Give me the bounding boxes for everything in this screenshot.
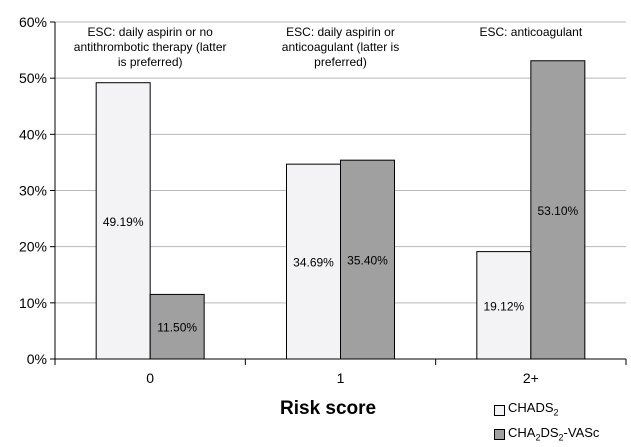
annotation-text: preferred): [314, 55, 367, 69]
data-label: 53.10%: [537, 204, 578, 218]
bar-cha2ds2vasc: [149, 293, 205, 360]
legend-swatch-cha2ds2vasc: [494, 429, 505, 441]
bar-cha2ds2vasc: [340, 159, 395, 360]
annotation-text: ESC: anticoagulant: [479, 25, 582, 39]
x-tick-label: 0: [146, 370, 154, 386]
annotation-text: ESC: daily aspirin or: [286, 25, 395, 39]
legend-item-cha2ds2vasc: CHA2DS2-VASc: [494, 423, 599, 447]
y-tick-label: 50%: [19, 70, 47, 86]
annotation-text: ESC: daily aspirin or no: [87, 25, 213, 39]
annotation-text: anticoagulant (latter is: [282, 40, 399, 54]
y-tick-label: 0%: [27, 351, 47, 367]
bar-chads2: [286, 163, 341, 360]
annotation-text: is preferred): [118, 55, 183, 69]
x-tick-label: 2+: [523, 370, 539, 386]
legend-swatch-chads2: [494, 404, 505, 416]
legend-label-chads2: CHADS2: [508, 400, 559, 418]
y-tick-label: 60%: [19, 14, 47, 30]
y-tick-label: 10%: [19, 295, 47, 311]
data-label: 49.19%: [103, 215, 144, 229]
data-label: 11.50%: [157, 321, 197, 335]
bar-chads2: [476, 251, 532, 360]
y-tick-label: 40%: [19, 126, 47, 142]
data-label: 35.40%: [347, 254, 388, 268]
annotation-text: antithrombotic therapy (latter: [74, 40, 227, 54]
y-tick-label: 30%: [19, 183, 47, 199]
x-axis-title: Risk score: [280, 398, 377, 419]
bar-chads2: [95, 82, 151, 360]
legend: CHADS2 CHA2DS2-VASc: [494, 398, 599, 447]
legend-label-cha2ds2vasc: CHA2DS2-VASc: [508, 424, 600, 443]
x-tick-label: 1: [337, 370, 345, 386]
data-label: 19.12%: [483, 299, 524, 313]
legend-item-chads2: CHADS2: [494, 398, 599, 423]
bar-cha2ds2vasc: [530, 60, 586, 360]
y-tick-label: 20%: [19, 239, 47, 255]
data-label: 34.69%: [293, 256, 334, 270]
